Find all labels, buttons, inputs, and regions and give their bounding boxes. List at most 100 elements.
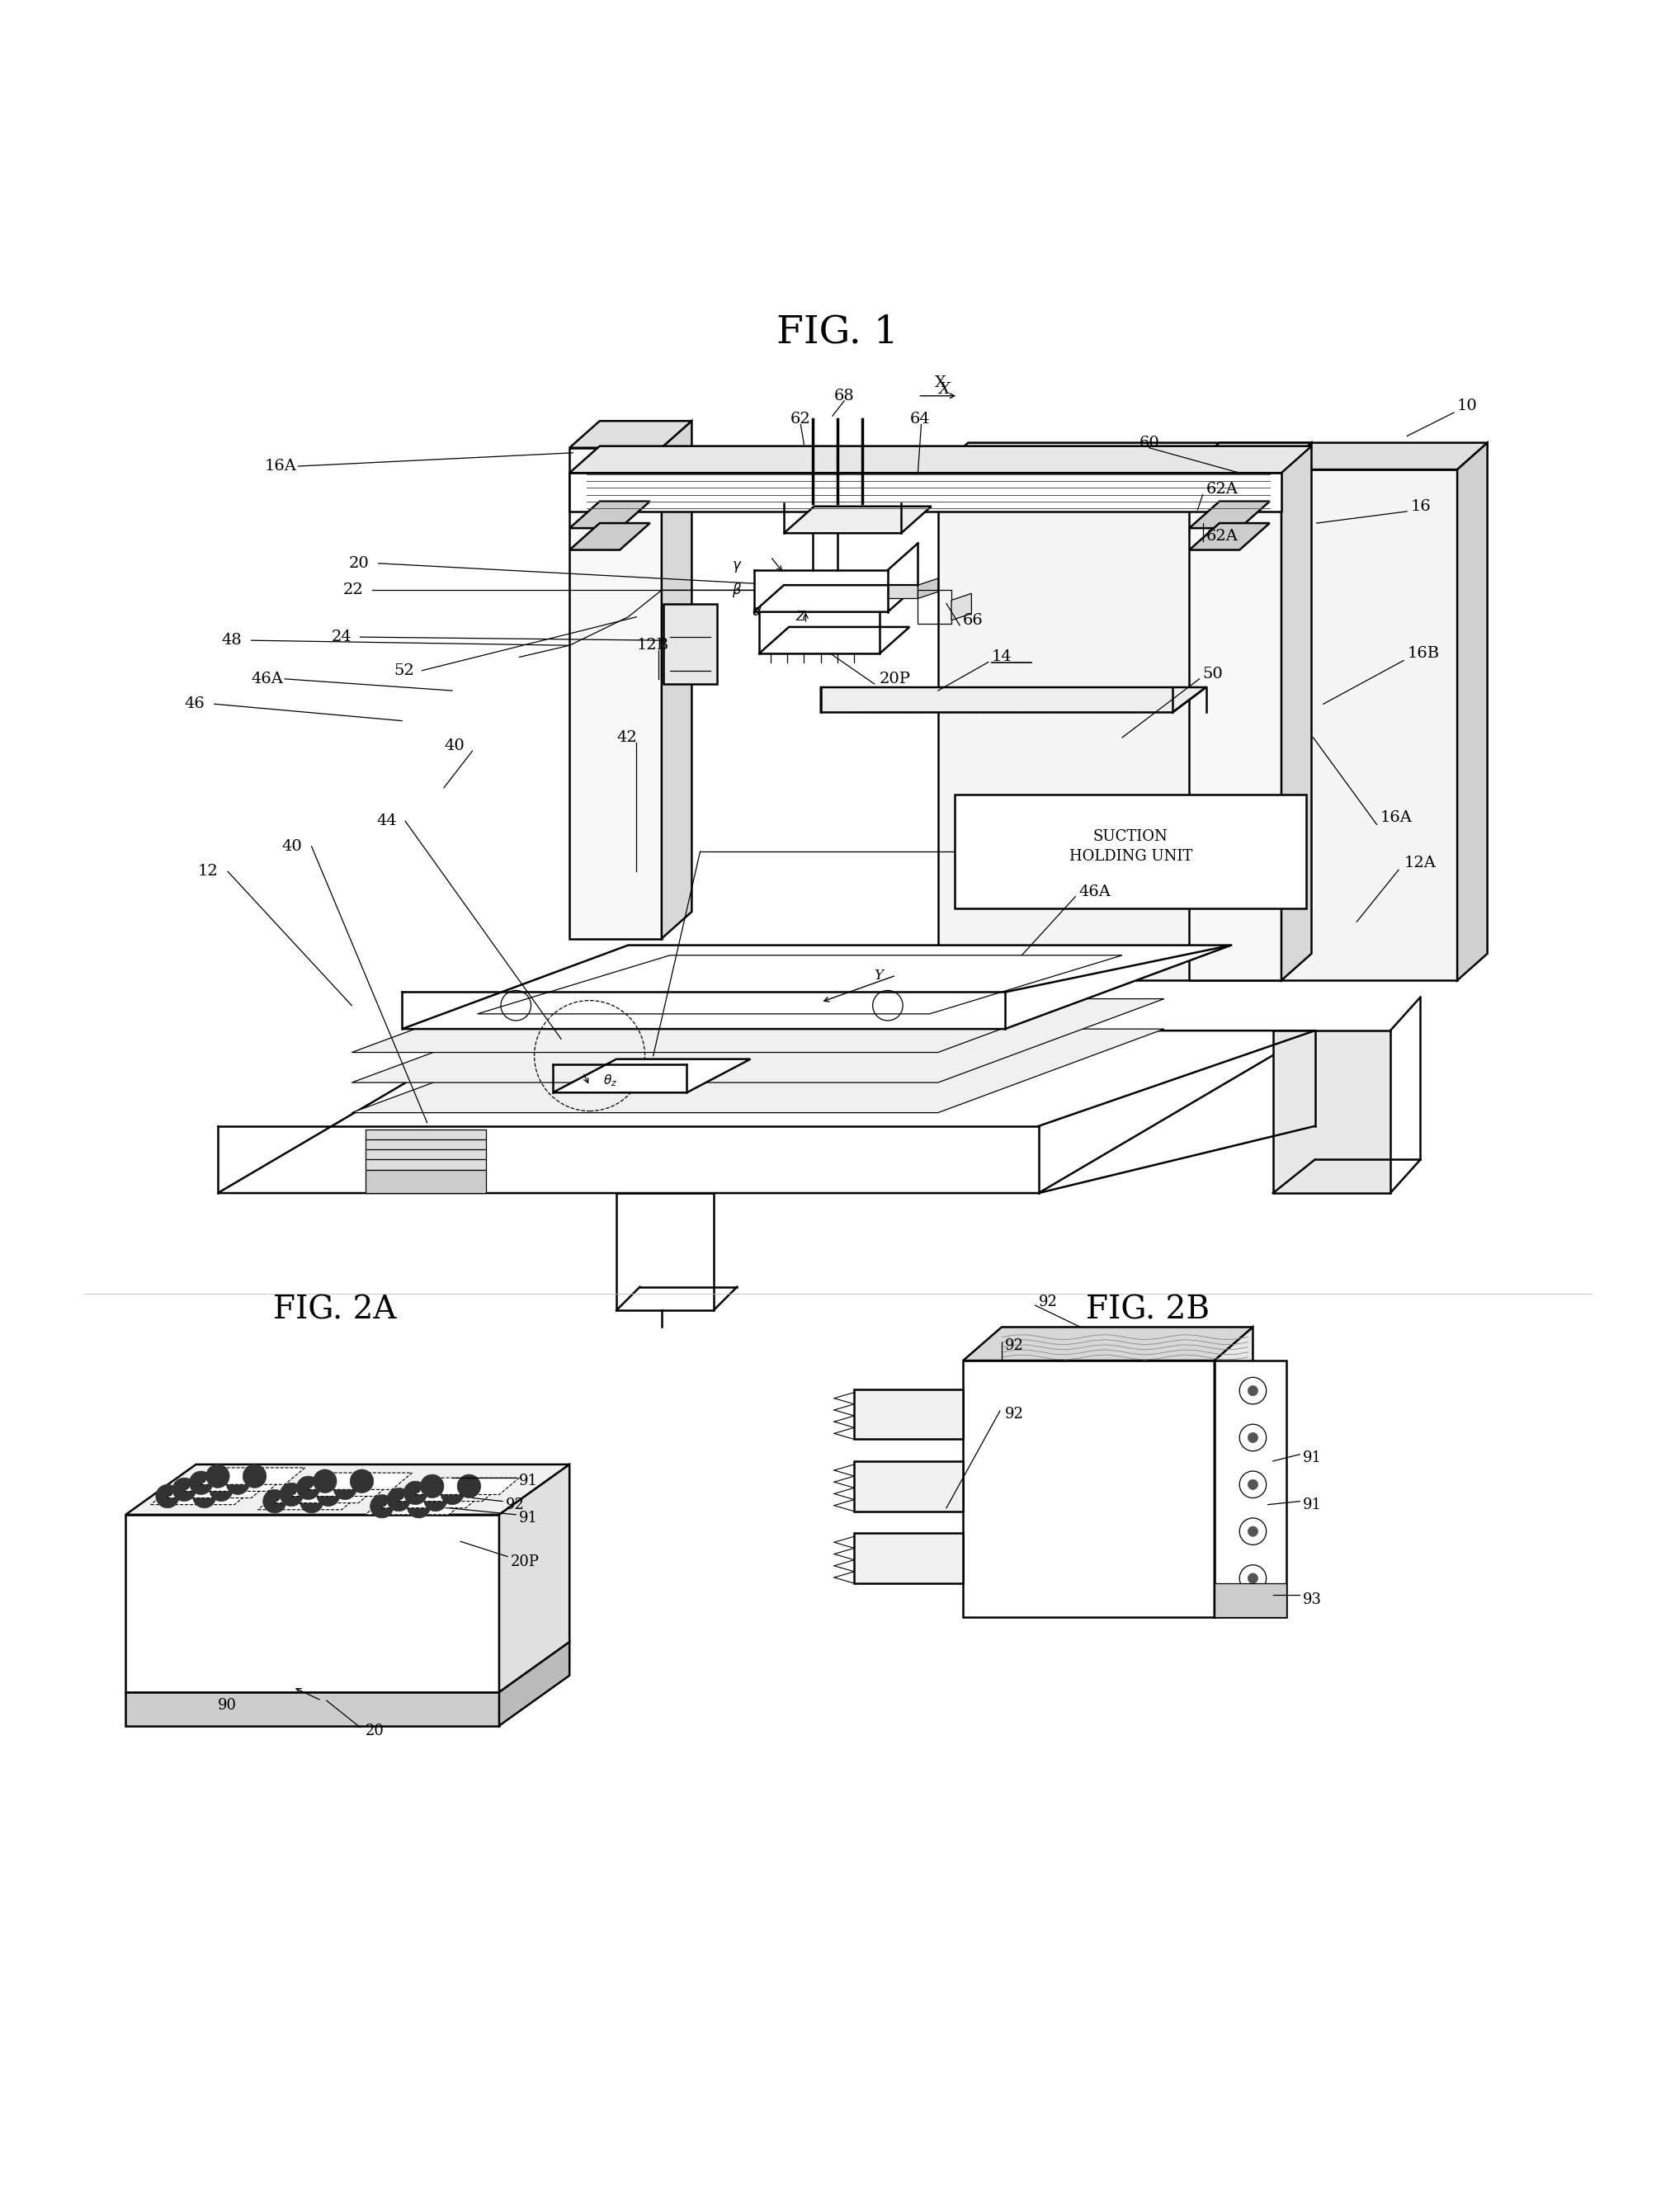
Polygon shape — [663, 604, 717, 684]
Circle shape — [387, 1489, 410, 1511]
Circle shape — [407, 1495, 430, 1517]
Polygon shape — [570, 502, 650, 529]
Text: $\beta$: $\beta$ — [732, 582, 742, 599]
Polygon shape — [415, 1478, 519, 1495]
Polygon shape — [365, 1130, 486, 1170]
Circle shape — [189, 1471, 213, 1495]
Text: 40: 40 — [281, 838, 302, 854]
Text: 22: 22 — [343, 582, 363, 597]
Circle shape — [424, 1489, 447, 1511]
Bar — [616, 1192, 714, 1310]
Text: 91: 91 — [1303, 1498, 1322, 1513]
Polygon shape — [1273, 1031, 1390, 1192]
Text: 50: 50 — [1203, 666, 1223, 681]
Circle shape — [243, 1464, 266, 1489]
Text: Z: Z — [796, 611, 806, 624]
Text: 60: 60 — [1139, 436, 1159, 451]
Polygon shape — [1214, 1360, 1286, 1617]
Text: Y: Y — [874, 969, 883, 982]
Polygon shape — [759, 626, 910, 655]
Text: 44: 44 — [377, 814, 397, 830]
Polygon shape — [291, 1480, 395, 1495]
Polygon shape — [784, 507, 931, 533]
Polygon shape — [888, 586, 918, 599]
Text: 12B: 12B — [636, 637, 668, 653]
Text: 10: 10 — [1457, 398, 1477, 414]
Circle shape — [457, 1475, 481, 1498]
Text: 16A: 16A — [1380, 810, 1412, 825]
Circle shape — [1248, 1385, 1258, 1396]
Text: 20P: 20P — [879, 672, 911, 686]
Polygon shape — [365, 1498, 469, 1515]
Polygon shape — [168, 1482, 271, 1498]
Bar — [955, 794, 1307, 909]
Text: $\gamma$: $\gamma$ — [732, 560, 742, 575]
Polygon shape — [382, 1491, 486, 1509]
Circle shape — [156, 1484, 179, 1509]
Text: 20P: 20P — [511, 1555, 539, 1568]
Text: 62A: 62A — [1206, 529, 1238, 544]
Text: 40: 40 — [444, 739, 464, 754]
Circle shape — [1248, 1526, 1258, 1537]
Text: 90: 90 — [218, 1699, 236, 1712]
Text: 12: 12 — [198, 865, 218, 878]
Text: 92: 92 — [1005, 1338, 1023, 1354]
Polygon shape — [126, 1692, 499, 1725]
Text: 62: 62 — [791, 411, 811, 427]
Polygon shape — [1189, 442, 1312, 469]
Circle shape — [1248, 1573, 1258, 1584]
Text: 52: 52 — [394, 664, 414, 677]
Polygon shape — [951, 593, 972, 619]
Polygon shape — [570, 447, 1312, 473]
Circle shape — [317, 1482, 340, 1506]
Text: 20: 20 — [365, 1723, 384, 1739]
Polygon shape — [184, 1475, 288, 1491]
Polygon shape — [402, 945, 1231, 1029]
Text: 64: 64 — [910, 411, 930, 427]
Text: $\alpha$: $\alpha$ — [752, 604, 762, 619]
Polygon shape — [352, 969, 1164, 1053]
Polygon shape — [352, 1029, 1164, 1113]
Text: 46: 46 — [184, 697, 204, 712]
Circle shape — [209, 1478, 233, 1502]
Polygon shape — [1189, 469, 1281, 980]
Polygon shape — [151, 1489, 255, 1504]
Text: 12A: 12A — [1404, 856, 1435, 872]
Text: 14: 14 — [992, 650, 1012, 664]
Polygon shape — [399, 1484, 503, 1502]
Circle shape — [296, 1475, 320, 1500]
Circle shape — [193, 1484, 216, 1509]
Polygon shape — [570, 524, 650, 551]
Polygon shape — [218, 1031, 1315, 1192]
Circle shape — [313, 1469, 337, 1493]
Polygon shape — [1281, 442, 1312, 980]
Polygon shape — [126, 1464, 570, 1515]
Text: 91: 91 — [519, 1511, 538, 1526]
Circle shape — [1248, 1480, 1258, 1489]
Polygon shape — [1457, 442, 1487, 980]
Polygon shape — [1189, 524, 1270, 551]
Circle shape — [1248, 1433, 1258, 1442]
Polygon shape — [1214, 1327, 1253, 1617]
Polygon shape — [308, 1473, 412, 1489]
Circle shape — [441, 1482, 464, 1504]
Polygon shape — [963, 1360, 1214, 1617]
Text: 92: 92 — [1005, 1407, 1023, 1422]
Polygon shape — [1189, 502, 1270, 529]
Circle shape — [226, 1471, 250, 1495]
Polygon shape — [352, 1000, 1164, 1082]
Circle shape — [300, 1489, 323, 1513]
Text: 92: 92 — [1038, 1294, 1057, 1310]
Text: $\theta_z$: $\theta_z$ — [603, 1073, 616, 1088]
Text: 42: 42 — [616, 730, 636, 745]
Polygon shape — [963, 1327, 1253, 1360]
Polygon shape — [258, 1493, 362, 1509]
Circle shape — [370, 1495, 394, 1517]
Text: 66: 66 — [963, 613, 983, 628]
Text: FIG. 1: FIG. 1 — [777, 314, 898, 352]
Text: 91: 91 — [1303, 1451, 1322, 1464]
Text: 91: 91 — [519, 1473, 538, 1489]
Polygon shape — [821, 688, 1206, 712]
Polygon shape — [854, 1533, 963, 1584]
Text: X: X — [935, 376, 946, 389]
